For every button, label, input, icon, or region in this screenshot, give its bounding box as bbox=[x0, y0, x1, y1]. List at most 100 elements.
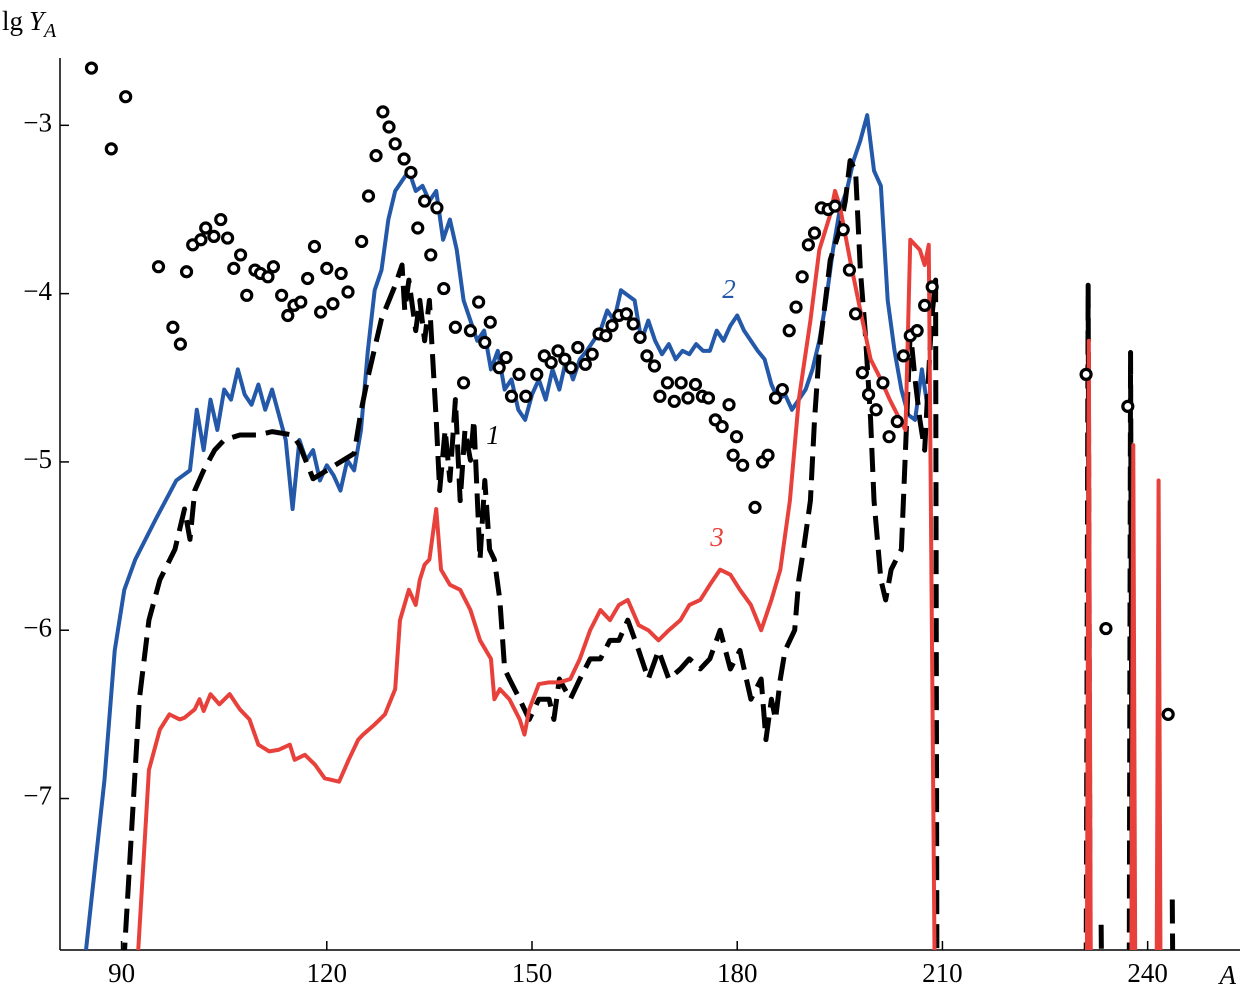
scatter-point bbox=[726, 448, 740, 462]
scatter-point bbox=[492, 361, 506, 375]
scatter-point bbox=[504, 389, 519, 403]
x-axis-label: A bbox=[1218, 960, 1237, 990]
scatter-point bbox=[848, 307, 863, 321]
scatter-point bbox=[214, 212, 228, 227]
scatter-point bbox=[619, 307, 634, 321]
scatter-point bbox=[376, 105, 390, 119]
scatter-point bbox=[166, 320, 180, 334]
scatter-point bbox=[801, 238, 815, 252]
scatter-point bbox=[890, 414, 904, 429]
scatter-point bbox=[424, 248, 438, 262]
scatter-point bbox=[842, 263, 857, 277]
scatter-point bbox=[530, 367, 544, 382]
scatter-point bbox=[869, 403, 883, 417]
scatter-point bbox=[571, 340, 585, 355]
scatter-point bbox=[1099, 621, 1113, 636]
scatter-point bbox=[667, 394, 681, 408]
scatter-point bbox=[626, 317, 640, 331]
scatter-point bbox=[653, 389, 667, 403]
y-tick-label: −3 bbox=[23, 108, 52, 138]
series-line bbox=[122, 158, 1176, 950]
scatter-point bbox=[320, 261, 334, 275]
scatter-point bbox=[701, 391, 716, 405]
scatter-point bbox=[715, 419, 729, 434]
y-label-symbol: Y bbox=[29, 6, 47, 36]
scatter-point bbox=[640, 349, 654, 363]
scatter-point bbox=[207, 229, 221, 243]
scatter-point bbox=[896, 349, 911, 363]
scatter-point bbox=[578, 357, 592, 371]
scatter-point bbox=[261, 270, 275, 284]
scatter-point bbox=[782, 324, 796, 338]
scatter-point bbox=[736, 458, 750, 472]
scatter-point bbox=[361, 189, 376, 203]
scatter-point bbox=[564, 361, 578, 375]
scatter-point bbox=[729, 430, 744, 444]
scatter-point bbox=[418, 194, 432, 208]
scatter-point bbox=[151, 260, 166, 274]
series-label: 3 bbox=[709, 522, 724, 552]
scatter-point bbox=[1161, 707, 1175, 721]
scatter-point bbox=[807, 226, 822, 240]
scatter-point bbox=[855, 366, 870, 380]
scatter-point bbox=[748, 500, 762, 514]
scatter-point bbox=[301, 271, 315, 286]
y-tick-label: −4 bbox=[23, 276, 52, 306]
x-tick-label: 210 bbox=[922, 958, 963, 988]
y-label-subscript: A bbox=[42, 20, 57, 42]
y-tick-label: −6 bbox=[23, 612, 52, 642]
scatter-point bbox=[314, 305, 328, 319]
plot-area bbox=[83, 61, 1176, 950]
scatter-point bbox=[688, 377, 703, 392]
scatter-point bbox=[925, 280, 939, 294]
scatter-point bbox=[397, 152, 411, 166]
scatter-point bbox=[240, 288, 254, 302]
scatter-point bbox=[355, 234, 369, 249]
scatter-point bbox=[768, 391, 783, 405]
scatter-point bbox=[918, 298, 932, 313]
scatter-point bbox=[199, 221, 213, 235]
scatter-point bbox=[660, 376, 675, 390]
scatter-point bbox=[179, 265, 194, 279]
scatter-point bbox=[876, 376, 890, 390]
scatter-point bbox=[681, 391, 695, 405]
scatter-point bbox=[307, 239, 322, 254]
scatter-point bbox=[512, 367, 526, 382]
scatter-point bbox=[775, 382, 789, 397]
scatter-point bbox=[1079, 367, 1093, 382]
scatter-point bbox=[382, 120, 396, 134]
x-tick-label: 180 bbox=[717, 958, 758, 988]
scatter-point bbox=[326, 297, 340, 311]
y-label-prefix: lg bbox=[2, 6, 23, 36]
scatter-point bbox=[463, 324, 478, 338]
series-line bbox=[136, 188, 1163, 950]
scatter-point bbox=[861, 388, 876, 402]
scatter-point bbox=[275, 288, 289, 302]
scatter-point bbox=[411, 221, 425, 235]
series-label: 2 bbox=[722, 274, 736, 304]
scatter-point bbox=[882, 430, 896, 444]
x-tick-label: 120 bbox=[307, 958, 348, 988]
scatter-point bbox=[647, 359, 662, 373]
scatter-point bbox=[456, 376, 471, 390]
y-tick-label: −7 bbox=[23, 781, 52, 811]
scatter-point bbox=[483, 315, 497, 329]
scatter-point bbox=[551, 344, 565, 358]
scatter-point bbox=[430, 201, 444, 215]
scatter-point bbox=[605, 319, 619, 333]
scatter-point bbox=[585, 347, 599, 361]
scatter-point bbox=[499, 350, 513, 365]
scatter-point bbox=[173, 337, 187, 351]
scatter-point bbox=[294, 295, 308, 309]
scatter-point bbox=[104, 142, 118, 156]
scatter-point bbox=[448, 320, 462, 334]
scatter-point bbox=[472, 295, 486, 309]
scatter-point bbox=[334, 266, 348, 281]
scatter-point bbox=[633, 330, 647, 344]
scatter-point bbox=[227, 261, 241, 275]
scatter-point bbox=[558, 352, 572, 366]
scatter-point bbox=[281, 308, 295, 323]
scatter-point bbox=[388, 137, 402, 151]
scatter-point bbox=[519, 389, 533, 403]
